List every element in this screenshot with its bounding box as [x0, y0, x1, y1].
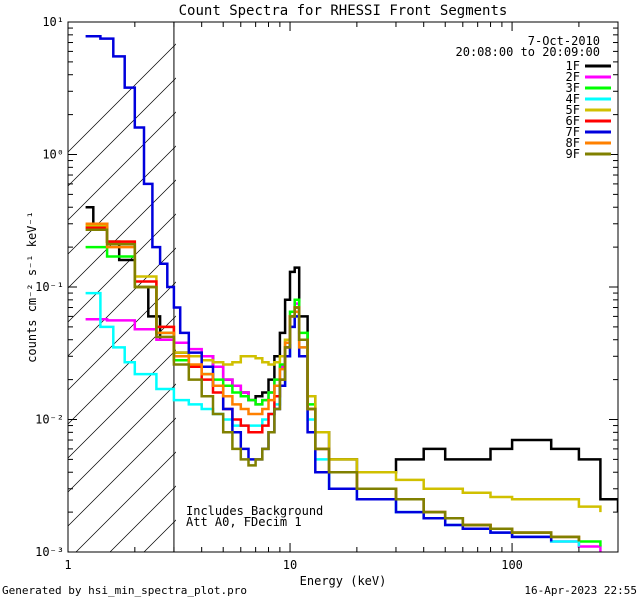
y-tick-label: 10⁰: [42, 148, 64, 162]
y-tick-label: 10⁻³: [35, 545, 64, 559]
chart-title: Count Spectra for RHESSI Front Segments: [179, 3, 508, 19]
legend-label: 3F: [566, 81, 580, 95]
hatch-line: [68, 213, 176, 323]
excluded-region-hatch: [68, 43, 176, 552]
x-tick-label: 10: [283, 558, 297, 572]
y-tick-label: 10⁻²: [35, 413, 64, 427]
series-layer: [85, 35, 618, 552]
y-tick-label: 10¹: [42, 15, 64, 29]
x-tick-label: 1: [64, 558, 71, 572]
axis-ticks: [67, 22, 619, 553]
hatch-line: [68, 417, 176, 527]
date-label: 7-Oct-2010: [528, 34, 600, 48]
y-axis-label: counts cm⁻² s⁻¹ keV⁻¹: [25, 211, 39, 363]
x-tick-label: 100: [501, 558, 523, 572]
time-range-label: 20:08:00 to 20:09:00: [456, 45, 601, 59]
series-line-5F: [85, 224, 602, 513]
legend-label: 2F: [566, 70, 580, 84]
legend-label: 5F: [566, 103, 580, 117]
y-tick-label: 10⁻¹: [35, 280, 64, 294]
hatch-line: [75, 451, 176, 552]
timestamp-label: 16-Apr-2023 22:55: [524, 584, 637, 597]
hatch-line: [68, 247, 176, 357]
legend-label: 4F: [566, 92, 580, 106]
series-line-9F: [85, 228, 581, 542]
generated-by-label: Generated by hsi_min_spectra_plot.pro: [2, 584, 247, 597]
legend-label: 8F: [566, 136, 580, 150]
hatch-line: [68, 43, 176, 153]
legend-label: 6F: [566, 114, 580, 128]
annotation-background: Includes_Background: [186, 504, 323, 518]
legend-label: 7F: [566, 125, 580, 139]
hatch-line: [68, 383, 176, 493]
x-axis-label: Energy (keV): [300, 574, 387, 588]
axis-tick-labels: 1 10 100 10⁻³ 10⁻² 10⁻¹ 10⁰ 10¹: [35, 15, 523, 572]
hatch-line: [68, 77, 176, 187]
annotation-attenuator: Att A0, FDecim 1: [186, 515, 302, 529]
legend-label: 9F: [566, 147, 580, 161]
legend-label: 1F: [566, 59, 580, 73]
hatch-line: [68, 179, 176, 289]
